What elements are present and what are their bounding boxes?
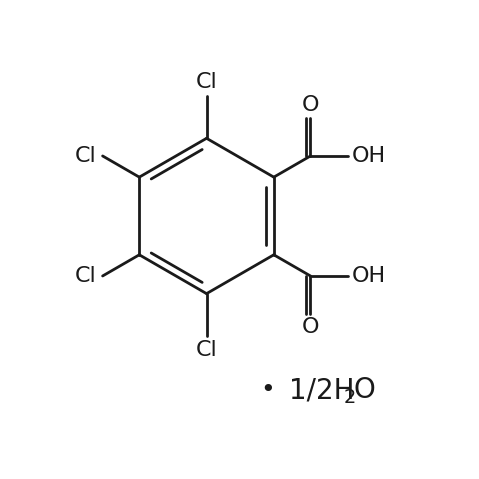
Text: O: O — [302, 318, 319, 337]
Text: Cl: Cl — [75, 266, 97, 286]
Text: Cl: Cl — [196, 72, 217, 92]
Text: Cl: Cl — [196, 340, 217, 360]
Text: •: • — [261, 378, 275, 402]
Text: O: O — [354, 376, 375, 404]
Text: OH: OH — [352, 146, 386, 166]
Text: 2: 2 — [344, 388, 356, 407]
Text: OH: OH — [352, 266, 386, 286]
Text: 1/2H: 1/2H — [289, 376, 354, 404]
Text: O: O — [302, 94, 319, 114]
Text: Cl: Cl — [75, 146, 97, 166]
